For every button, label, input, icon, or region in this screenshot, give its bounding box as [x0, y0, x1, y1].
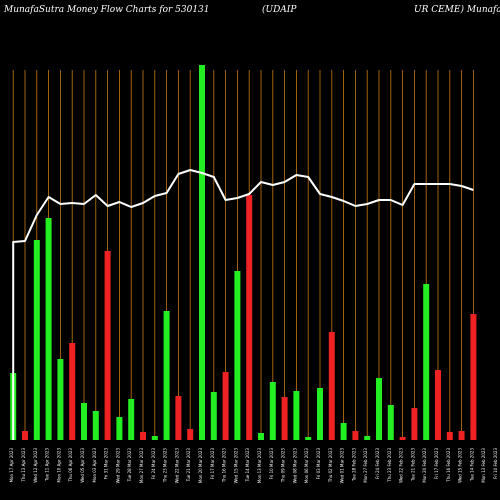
x-tick-label: Wed 22 Feb 2023 [399, 448, 404, 483]
money-flow-bar [293, 391, 300, 440]
money-flow-bar [175, 396, 182, 440]
x-tick-label: Mon 03 Apr 2023 [92, 448, 97, 483]
price-line [12, 169, 474, 440]
x-tick-label: Thu 13 Apr 2023 [21, 448, 26, 483]
money-flow-bar [399, 437, 406, 440]
x-tick-label: Fri 17 Mar 2023 [210, 448, 215, 480]
money-flow-bar [104, 251, 111, 440]
money-flow-bar [411, 408, 418, 440]
money-flow-bar [187, 429, 194, 440]
x-tick-label: Mon 13 Mar 2023 [257, 448, 262, 484]
x-tick-label: Fri 17 Feb 2023 [434, 448, 439, 479]
x-tick-label: Tue 21 Feb 2023 [410, 448, 415, 482]
x-tick-label: Wed 15 Mar 2023 [233, 448, 238, 484]
x-tick-label: Tue 28 Feb 2023 [351, 448, 356, 482]
x-tick-label: Wed 15 Feb 2023 [458, 448, 463, 483]
money-flow-bar [269, 382, 276, 440]
money-flow-bar [45, 218, 52, 440]
chart-title-middle: (UDAIP [262, 4, 297, 15]
x-tick-label: Tue 11 Apr 2023 [45, 448, 50, 482]
chart-title-right: UR CEME) MunafaSutra.com [414, 4, 500, 15]
money-flow-bar [376, 378, 382, 440]
money-flow-bar [470, 314, 477, 440]
x-tick-label: Wed 01 Mar 2023 [340, 448, 345, 484]
x-tick-label: Mon 20 Mar 2023 [198, 448, 203, 484]
x-tick-label: Tue 14 Mar 2023 [245, 448, 250, 483]
price-line-group [12, 169, 474, 440]
money-flow-bar [340, 423, 347, 440]
money-flow-bar [446, 432, 453, 440]
chart-title-left: MunafaSutra Money Flow Charts for 530131 [3, 5, 210, 15]
x-tick-label: Wed 08 Mar 2023 [292, 448, 297, 484]
money-flow-bar [364, 436, 371, 440]
money-flow-bar [305, 437, 312, 440]
money-flow-bar [22, 431, 28, 440]
money-flow-bar [281, 397, 288, 440]
x-tick-label: Thu 16 Mar 2023 [222, 448, 227, 484]
money-flow-bar [246, 195, 253, 440]
money-flow-bar [57, 359, 64, 440]
money-flow-bar [33, 240, 40, 440]
x-tick-label: Fri 24 Mar 2023 [151, 448, 156, 480]
money-flow-bar [328, 332, 335, 440]
money-flow-bar [81, 403, 87, 440]
money-flow-bar [258, 433, 264, 440]
money-flow-bar [92, 411, 99, 440]
x-tick-label: Tue 21 Mar 2023 [186, 448, 191, 483]
money-flow-bar [116, 417, 123, 440]
money-flow-bar [199, 65, 205, 440]
x-tick-label: Fri 03 Mar 2023 [316, 448, 321, 480]
x-tick-labels: Mon 17 Apr 2023 Thu 13 Apr 2023 Wed 12 Apr… [9, 448, 498, 484]
money-flow-bar [234, 271, 241, 440]
money-flow-bar [128, 399, 135, 440]
x-tick-label: Thu 09 Mar 2023 [281, 448, 286, 484]
x-tick-label: Wed 29 Mar 2023 [115, 448, 120, 484]
money-flow-bar [317, 388, 323, 440]
money-flow-bar [387, 405, 394, 440]
x-tick-label: Mon 17 Apr 2023 [9, 448, 14, 483]
x-tick-label: Tue 14 Feb 2023 [469, 448, 474, 482]
x-tick-label: Wed 12 Apr 2023 [33, 448, 38, 483]
money-flow-bar [435, 370, 441, 440]
x-tick-label: Mon 10 Apr 2023 [56, 448, 61, 483]
money-flow-bar [69, 343, 76, 440]
x-tick-label: Tue 28 Mar 2023 [127, 448, 132, 483]
x-tick-label: Mon 20 Feb 2023 [422, 448, 427, 483]
money-flow-bar [352, 431, 359, 440]
money-flow-bar [151, 436, 158, 440]
x-tick-label: Mon 13 Feb 2023 [481, 448, 486, 483]
money-flow-bar [458, 431, 465, 440]
x-tick-label: Thu 23 Mar 2023 [163, 448, 168, 484]
x-tick-label: Thu 16 Feb 2023 [446, 448, 451, 483]
x-tick-label: Fri 24 Feb 2023 [375, 448, 380, 479]
x-tick-label: Wed 05 Apr 2023 [80, 448, 85, 483]
x-tick-label: Thu 06 Apr 2023 [68, 448, 73, 483]
x-tick-label: Wed 22 Mar 2023 [174, 448, 179, 484]
money-flow-bar [210, 392, 217, 440]
x-tick-label: Fri 31 Mar 2023 [104, 448, 109, 480]
x-tick-label: Fri 10 Mar 2023 [269, 448, 274, 480]
bars [10, 65, 477, 440]
x-tick-label: Mon 06 Mar 2023 [304, 448, 309, 484]
money-flow-bar [423, 284, 430, 440]
x-tick-label: Mon 27 Mar 2023 [139, 448, 144, 484]
x-tick-label: Fri 10 Feb 2023 [493, 448, 498, 479]
money-flow-bar [163, 311, 170, 440]
x-tick-label: Thu 02 Mar 2023 [328, 448, 333, 484]
money-flow-bar [222, 372, 229, 440]
x-tick-label: Mon 27 Feb 2023 [363, 448, 368, 483]
money-flow-bar [140, 432, 146, 440]
x-tick-label: Thu 23 Feb 2023 [387, 448, 392, 483]
